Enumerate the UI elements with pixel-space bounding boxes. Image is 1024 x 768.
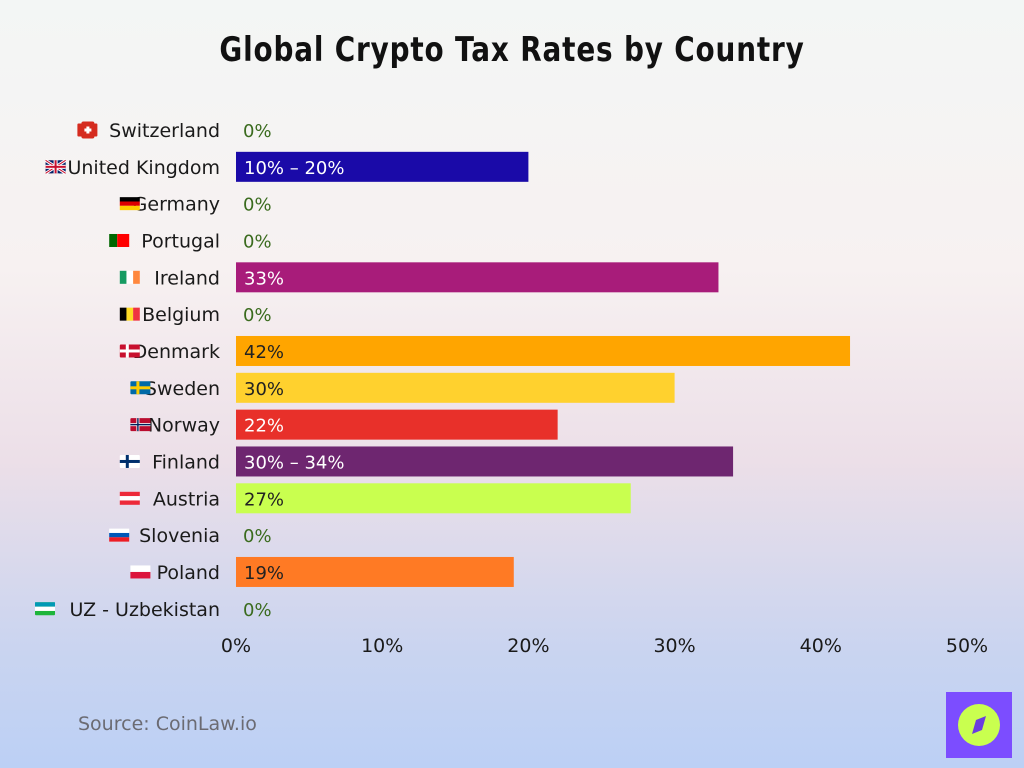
category-label: Portugal <box>141 230 220 252</box>
data-label: 0% <box>243 121 272 142</box>
bar-row: Austria 27% <box>119 483 631 514</box>
category-label: Norway <box>148 415 220 437</box>
bar-row: Belgium 0% <box>119 304 272 326</box>
compass-logo-icon <box>946 692 1012 758</box>
bar-row: Portugal 0% <box>109 230 272 252</box>
ireland-flag-icon <box>119 270 140 284</box>
x-tick-label: 40% <box>800 635 842 657</box>
data-label: 0% <box>243 305 272 326</box>
bar <box>236 151 529 182</box>
data-label: 30% <box>244 379 284 400</box>
x-tick-label: 30% <box>653 635 695 657</box>
category-label: Sweden <box>145 378 220 400</box>
bar-row: Ireland 33% <box>119 262 719 293</box>
data-label: 19% <box>244 563 284 584</box>
data-label: 0% <box>243 600 272 621</box>
bar-row: Norway 22% <box>130 409 558 440</box>
bar <box>236 556 514 587</box>
x-tick-label: 50% <box>946 635 988 657</box>
data-label: 22% <box>244 416 284 437</box>
bar <box>236 262 719 293</box>
bar-row: Switzerland 0% <box>77 120 272 142</box>
x-tick-label: 0% <box>221 635 251 657</box>
slovenia-flag-icon <box>109 528 130 542</box>
belgium-flag-icon <box>119 307 140 321</box>
norway-flag-icon <box>130 418 151 432</box>
poland-flag-icon <box>130 565 151 579</box>
category-label: UZ - Uzbekistan <box>70 599 220 621</box>
austria-flag-icon <box>119 491 140 505</box>
bar <box>236 446 734 477</box>
category-label: Finland <box>152 451 220 473</box>
denmark-flag-icon <box>119 344 140 358</box>
bar-row: United Kingdom 10% – 20% <box>44 151 529 182</box>
category-label: Denmark <box>133 341 220 363</box>
uzbekistan-flag-icon <box>35 602 55 616</box>
portugal-flag-icon <box>109 233 130 247</box>
bar-row: Sweden 30% <box>130 372 675 403</box>
data-label: 30% – 34% <box>244 452 344 473</box>
switzerland-flag-icon <box>77 121 98 139</box>
sweden-flag-icon <box>130 381 151 395</box>
germany-flag-icon <box>119 197 140 211</box>
category-label: Poland <box>157 562 220 584</box>
data-label: 33% <box>244 268 284 289</box>
united-kingdom-flag-icon <box>44 159 67 175</box>
category-label: Switzerland <box>109 120 220 142</box>
data-label: 10% – 20% <box>244 158 344 179</box>
bar <box>236 409 558 440</box>
source-note: Source: CoinLaw.io <box>78 713 257 735</box>
category-label: Ireland <box>154 267 220 289</box>
bar-row: Slovenia 0% <box>109 525 272 547</box>
bar <box>236 372 675 403</box>
bar-row: Finland 30% – 34% <box>119 446 734 477</box>
bar-row: Germany 0% <box>119 194 272 216</box>
bar-row: Denmark 42% <box>119 335 851 366</box>
data-label: 27% <box>244 489 284 510</box>
data-label: 0% <box>243 526 272 547</box>
data-label: 0% <box>243 231 272 252</box>
x-tick-label: 20% <box>507 635 549 657</box>
category-label: Austria <box>153 488 220 510</box>
bar-row: UZ - Uzbekistan 0% <box>35 599 272 621</box>
bar <box>236 335 851 366</box>
category-label: Slovenia <box>139 525 220 547</box>
bar <box>236 483 631 514</box>
chart-title: Global Crypto Tax Rates by Country <box>219 30 805 70</box>
bar-row: Poland 19% <box>130 556 514 587</box>
category-label: United Kingdom <box>67 157 220 179</box>
x-tick-label: 10% <box>361 635 403 657</box>
category-label: Germany <box>133 194 220 216</box>
category-label: Belgium <box>142 304 220 326</box>
finland-flag-icon <box>119 454 140 468</box>
data-label: 0% <box>243 195 272 216</box>
data-label: 42% <box>244 342 284 363</box>
